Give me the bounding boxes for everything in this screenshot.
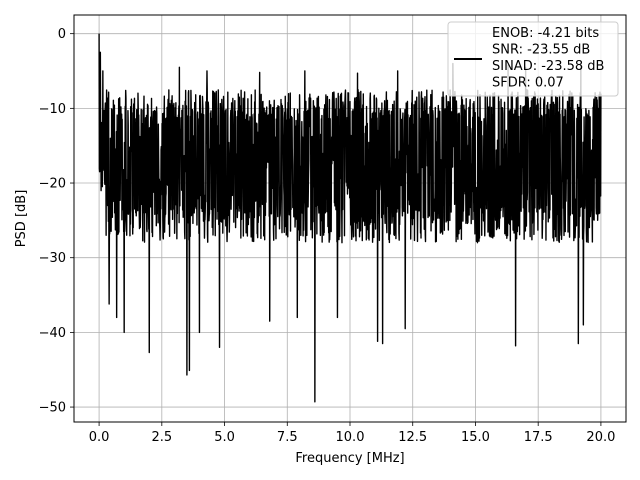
y-axis-label: PSD [dB]: [14, 190, 29, 248]
psd-series-line: [98, 33, 602, 403]
y-tick-label: −10: [39, 102, 66, 117]
x-tick-label: 2.5: [151, 430, 172, 445]
y-tick-label: −40: [39, 326, 66, 341]
x-tick-label: 5.0: [214, 430, 235, 445]
x-tick-label: 12.5: [398, 430, 427, 445]
ticks: 0.0 2.5 5.0 7.5 10.0 12.5 15.0 17.5 20.0 0 −10 −20 −…: [39, 27, 616, 445]
legend-entry-enob: ENOB: -4.21 bits: [492, 26, 599, 41]
legend: ENOB: -4.21 bits SNR: -23.55 dB SINAD: -…: [447, 21, 619, 97]
x-tick-label: 0.0: [89, 430, 110, 445]
y-tick-label: −50: [39, 401, 66, 416]
data-layer: [98, 33, 602, 403]
x-tick-label: 20.0: [586, 430, 615, 445]
y-tick-label: 0: [58, 27, 66, 42]
legend-box: [447, 21, 619, 97]
y-tick-label: −20: [39, 177, 66, 192]
x-tick-label: 7.5: [277, 430, 298, 445]
legend-entry-snr: SNR: -23.55 dB: [492, 43, 590, 58]
y-tick-label: −30: [39, 251, 66, 266]
x-tick-label: 15.0: [461, 430, 490, 445]
legend-entry-sfdr: SFDR: 0.07: [492, 76, 564, 91]
legend-entry-sinad: SINAD: -23.58 dB: [492, 59, 604, 74]
x-tick-label: 17.5: [524, 430, 553, 445]
x-tick-label: 10.0: [336, 430, 365, 445]
x-axis-label: Frequency [MHz]: [295, 451, 404, 466]
